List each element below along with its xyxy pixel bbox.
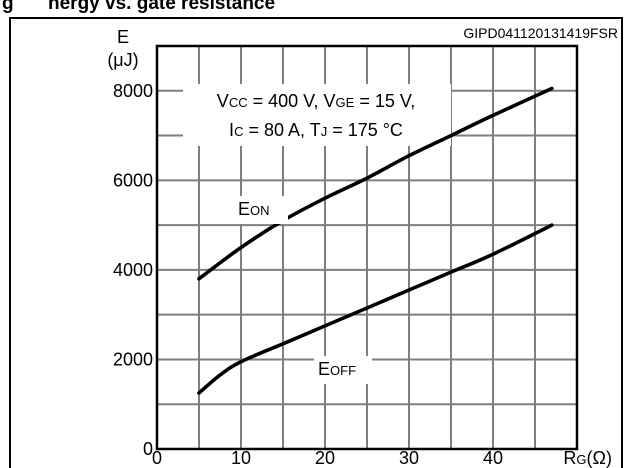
y-tick-labels: 0 2000 4000 6000 8000 xyxy=(113,81,153,459)
x-axis-label: RG(Ω) xyxy=(563,448,612,468)
figure-header-text: g xyxy=(2,0,14,14)
series-label-eoff-main: E xyxy=(318,359,330,379)
condition-text: V xyxy=(217,91,229,111)
figure-code: GIPD041120131419FSR xyxy=(463,25,618,41)
condition-text: = 80 A, T xyxy=(243,120,320,140)
subscript-text: J xyxy=(321,124,328,139)
condition-text: = 175 °C xyxy=(327,120,403,140)
series-line-off xyxy=(197,223,554,395)
y-axis-symbol: E xyxy=(117,27,129,47)
subscript-text: GE xyxy=(336,95,355,110)
x-tick-labels: 0 10 20 30 40 xyxy=(152,448,503,468)
conditions-line-1: VCC = 400 V, VGE = 15 V, xyxy=(217,91,415,111)
conditions-box xyxy=(183,84,451,146)
y-tick-label: 8000 xyxy=(113,81,153,101)
x-axis-label-sub: G xyxy=(576,452,586,467)
x-axis-label-unit: (Ω) xyxy=(587,448,612,468)
y-tick-label: 4000 xyxy=(113,260,153,280)
eoff-label-bg xyxy=(314,356,372,384)
condition-text: = 400 V, V xyxy=(248,91,336,111)
x-axis-label-main: R xyxy=(563,448,576,468)
y-axis-unit: (μJ) xyxy=(107,50,138,70)
figure-header-fragment: g xyxy=(2,0,14,14)
series-label-eoff-sub: OFF xyxy=(330,363,356,378)
series-curves xyxy=(197,86,554,395)
subscript-text: CC xyxy=(229,95,248,110)
series-label-eon: EON xyxy=(238,199,270,219)
chart-border xyxy=(9,17,623,468)
condition-text: = 15 V, xyxy=(354,91,415,111)
y-tick-label: 0 xyxy=(143,439,153,459)
condition-text: I xyxy=(229,120,234,140)
x-tick-label: 10 xyxy=(231,448,251,468)
plot-area xyxy=(155,44,579,451)
figure-header-partial: nergy vs. gate resistance xyxy=(48,0,275,14)
series-label-eoff: EOFF xyxy=(318,359,356,379)
y-tick-label: 6000 xyxy=(113,170,153,190)
x-tick-label: 30 xyxy=(399,448,419,468)
series-label-eon-main: E xyxy=(238,199,250,219)
x-tick-label: 40 xyxy=(483,448,503,468)
subscript-text: C xyxy=(234,124,243,139)
y-tick-label: 2000 xyxy=(113,349,153,369)
series-line-on xyxy=(197,86,554,281)
x-tick-label: 0 xyxy=(152,448,162,468)
eon-label-bg xyxy=(234,196,288,224)
conditions-line-2: IC = 80 A, TJ = 175 °C xyxy=(229,120,403,140)
x-tick-label: 20 xyxy=(315,448,335,468)
series-label-eon-sub: ON xyxy=(250,203,270,218)
